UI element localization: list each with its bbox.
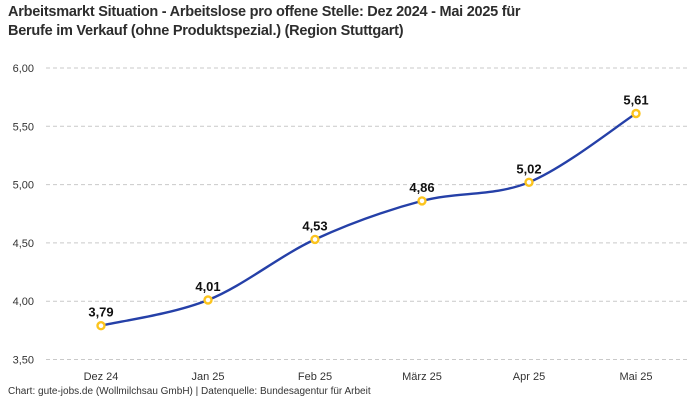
data-point-marker bbox=[96, 321, 106, 331]
chart-title-line2: Berufe im Verkauf (ohne Produktspezial.)… bbox=[8, 22, 404, 39]
x-axis-label: Mai 25 bbox=[619, 371, 652, 383]
y-axis-tick-label: 4,50 bbox=[13, 238, 34, 250]
x-axis-label: Apr 25 bbox=[513, 371, 545, 383]
y-axis-tick-label: 4,00 bbox=[13, 296, 34, 308]
data-point-value-label: 5,61 bbox=[623, 93, 648, 108]
x-axis-label: März 25 bbox=[402, 371, 442, 383]
data-point-marker bbox=[524, 177, 534, 188]
data-point-marker bbox=[417, 196, 427, 206]
x-axis-label: Jan 25 bbox=[191, 371, 224, 383]
data-point-value-label: 5,02 bbox=[516, 161, 541, 176]
y-axis-tick-label: 3,50 bbox=[13, 355, 34, 367]
x-axis-label: Dez 24 bbox=[84, 371, 119, 383]
data-point-value-label: 4,86 bbox=[409, 180, 434, 195]
trend-line bbox=[99, 112, 638, 327]
data-point-value-label: 4,53 bbox=[302, 218, 327, 233]
data-point-marker bbox=[203, 295, 213, 305]
attribution-text: Chart: gute-jobs.de (Wollmilchsau GmbH) … bbox=[8, 386, 371, 397]
y-axis-tick-label: 5,50 bbox=[13, 121, 34, 133]
data-point-marker bbox=[310, 234, 320, 245]
x-axis-label: Feb 25 bbox=[298, 371, 332, 383]
chart-title-line1: Arbeitsmarkt Situation - Arbeitslose pro… bbox=[8, 4, 521, 20]
chart-title: Arbeitsmarkt Situation - Arbeitslose pro… bbox=[8, 3, 521, 40]
data-point-marker bbox=[631, 108, 641, 119]
data-point-value-label: 3,79 bbox=[88, 305, 113, 320]
y-axis-tick-label: 5,00 bbox=[13, 180, 34, 192]
y-axis-tick-label: 6,00 bbox=[13, 63, 34, 75]
data-point-value-label: 4,01 bbox=[195, 279, 220, 294]
